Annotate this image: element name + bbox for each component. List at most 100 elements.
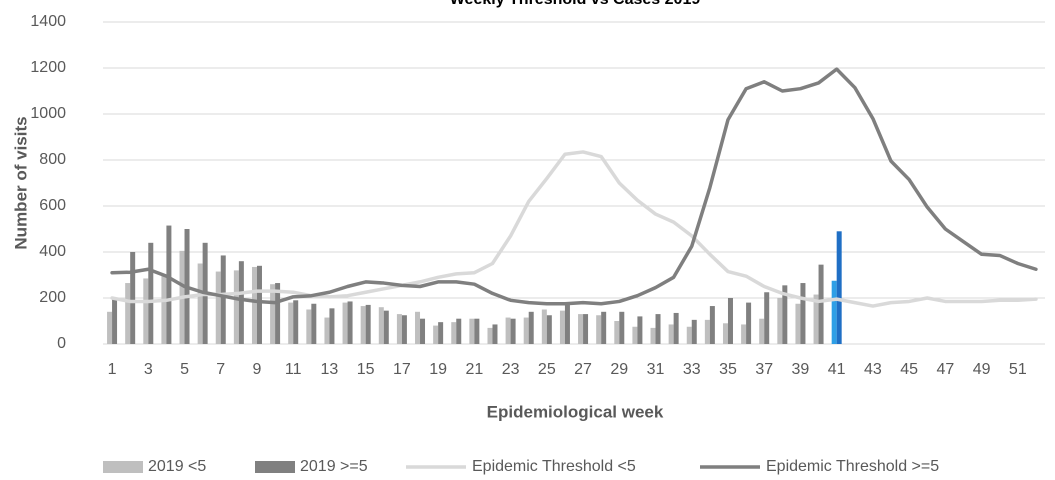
y-tick-label: 600 <box>39 197 66 214</box>
bar <box>197 263 203 344</box>
x-tick-label: 29 <box>610 361 628 378</box>
bar <box>578 314 584 344</box>
x-tick-label: 47 <box>936 361 954 378</box>
bar <box>324 317 330 344</box>
x-tick-label: 3 <box>144 361 153 378</box>
x-tick-label: 51 <box>1009 361 1027 378</box>
y-axis-title: Number of visits <box>11 116 30 249</box>
bar <box>112 298 118 344</box>
bar <box>306 309 312 344</box>
bar <box>492 324 498 344</box>
x-tick-label: 17 <box>393 361 411 378</box>
bar <box>510 318 516 344</box>
bar <box>704 319 710 344</box>
line <box>110 67 1038 306</box>
y-tick-label: 800 <box>39 151 66 168</box>
y-tick-label: 0 <box>57 335 66 352</box>
bar <box>655 314 661 344</box>
bar <box>288 302 294 344</box>
x-tick-label: 45 <box>900 361 918 378</box>
bar <box>415 311 421 344</box>
bar <box>311 303 317 344</box>
bar <box>813 294 819 344</box>
x-tick-label: 11 <box>285 361 302 378</box>
line <box>110 150 1038 308</box>
x-tick-label: 39 <box>792 361 810 378</box>
x-tick-label: 49 <box>973 361 991 378</box>
x-tick-label: 13 <box>321 361 339 378</box>
bar <box>474 318 480 344</box>
bar <box>238 261 244 344</box>
bar <box>148 242 154 344</box>
bar <box>746 302 752 344</box>
bar <box>541 309 547 344</box>
x-tick-label: 31 <box>647 361 665 378</box>
bar <box>166 225 172 344</box>
bar <box>420 318 426 344</box>
x-tick-label: 37 <box>755 361 773 378</box>
x-tick-label: 5 <box>180 361 189 378</box>
bar <box>130 252 136 344</box>
bar <box>709 306 715 344</box>
x-tick-label: 35 <box>719 361 737 378</box>
bar <box>401 315 407 344</box>
y-tick-label: 1400 <box>30 13 66 30</box>
bar <box>673 312 679 344</box>
bar <box>523 317 529 344</box>
chart-title: Weekly Threshold vs Cases 2019 <box>450 0 701 8</box>
bar <box>161 275 167 344</box>
bar <box>831 280 837 344</box>
bar <box>469 318 475 344</box>
x-tick-label: 19 <box>429 361 447 378</box>
x-tick-label: 1 <box>108 361 117 378</box>
bar <box>632 326 638 344</box>
x-tick-label: 15 <box>357 361 375 378</box>
x-tick-label: 25 <box>538 361 556 378</box>
bar <box>215 271 221 344</box>
bar <box>365 304 371 344</box>
bar <box>143 278 149 344</box>
x-axis-title: Epidemiological week <box>487 402 664 421</box>
x-tick-label: 27 <box>574 361 592 378</box>
bar <box>378 307 384 344</box>
bar <box>759 318 765 344</box>
legend-swatch <box>255 461 295 473</box>
bar <box>360 306 366 344</box>
x-tick-label: 33 <box>683 361 701 378</box>
bar <box>596 315 602 344</box>
bar <box>107 311 113 344</box>
bar <box>433 325 439 344</box>
bar <box>619 311 625 344</box>
x-tick-label: 7 <box>216 361 225 378</box>
bar <box>722 323 728 344</box>
bar <box>256 265 262 344</box>
y-tick-label: 400 <box>39 243 66 260</box>
y-tick-label: 1000 <box>30 105 66 122</box>
bar <box>583 314 589 344</box>
bar <box>741 324 747 344</box>
x-tick-label: 9 <box>253 361 262 378</box>
legend-swatch <box>103 461 143 473</box>
bar <box>293 300 299 344</box>
bar <box>614 321 620 344</box>
bar <box>818 264 824 344</box>
legend-label: Epidemic Threshold <5 <box>472 458 636 475</box>
bar <box>836 231 842 344</box>
bar <box>782 285 788 344</box>
bar <box>347 301 353 344</box>
bar <box>275 283 281 344</box>
bar <box>329 308 335 344</box>
x-tick-label: 43 <box>864 361 882 378</box>
bar <box>637 316 643 344</box>
bar <box>251 266 257 344</box>
legend-label: Epidemic Threshold >=5 <box>766 458 939 475</box>
bar <box>650 327 656 344</box>
bar <box>456 318 462 344</box>
bar <box>342 302 348 344</box>
x-tick-label: 23 <box>502 361 520 378</box>
bar <box>727 298 733 344</box>
bar <box>528 311 534 344</box>
bar <box>764 292 770 344</box>
legend-label: 2019 <5 <box>148 458 206 475</box>
bar <box>795 303 801 344</box>
